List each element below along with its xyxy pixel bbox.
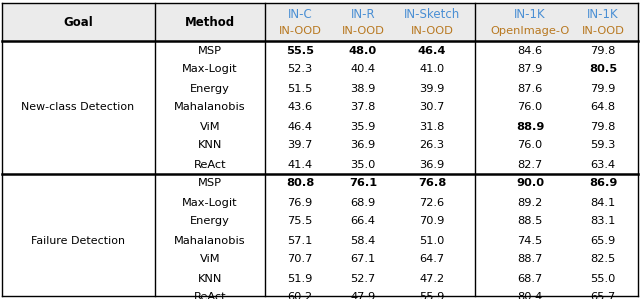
Text: 79.8: 79.8: [590, 121, 616, 132]
Bar: [2, 3, 638, 41]
Text: 82.5: 82.5: [590, 254, 616, 265]
Text: 68.7: 68.7: [517, 274, 543, 283]
Text: 57.1: 57.1: [287, 236, 313, 245]
Text: MSP: MSP: [198, 179, 222, 188]
Text: 88.7: 88.7: [517, 254, 543, 265]
Text: 41.0: 41.0: [419, 65, 445, 74]
Text: IN-OOD: IN-OOD: [582, 26, 625, 36]
Text: 76.8: 76.8: [418, 179, 446, 188]
Text: MSP: MSP: [198, 45, 222, 56]
Text: IN-R: IN-R: [351, 7, 375, 21]
Text: 90.0: 90.0: [516, 179, 544, 188]
Text: 88.9: 88.9: [516, 121, 544, 132]
Text: KNN: KNN: [198, 274, 222, 283]
Text: KNN: KNN: [198, 141, 222, 150]
Text: IN-1K: IN-1K: [587, 7, 619, 21]
Text: 41.4: 41.4: [287, 159, 312, 170]
Text: ReAct: ReAct: [194, 159, 227, 170]
Text: Mahalanobis: Mahalanobis: [174, 236, 246, 245]
Text: 82.7: 82.7: [517, 159, 543, 170]
Text: ViM: ViM: [200, 254, 220, 265]
Text: 39.7: 39.7: [287, 141, 313, 150]
Text: IN-1K: IN-1K: [514, 7, 546, 21]
Text: 64.7: 64.7: [419, 254, 445, 265]
Text: 37.8: 37.8: [350, 103, 376, 112]
Text: 35.0: 35.0: [350, 159, 376, 170]
Text: 76.1: 76.1: [349, 179, 377, 188]
Text: 59.3: 59.3: [590, 141, 616, 150]
Text: 35.9: 35.9: [350, 121, 376, 132]
Text: 76.0: 76.0: [517, 141, 543, 150]
Text: 83.1: 83.1: [590, 216, 616, 227]
Text: ReAct: ReAct: [194, 292, 227, 299]
Text: 55.5: 55.5: [286, 45, 314, 56]
Text: 51.5: 51.5: [287, 83, 313, 94]
Text: 47.9: 47.9: [350, 292, 376, 299]
Text: 51.9: 51.9: [287, 274, 313, 283]
Text: 36.9: 36.9: [350, 141, 376, 150]
Text: 65.9: 65.9: [590, 236, 616, 245]
Text: Goal: Goal: [63, 16, 93, 28]
Text: 40.4: 40.4: [351, 65, 376, 74]
Text: 70.9: 70.9: [419, 216, 445, 227]
Text: 67.1: 67.1: [350, 254, 376, 265]
Text: Mahalanobis: Mahalanobis: [174, 103, 246, 112]
Text: 58.4: 58.4: [350, 236, 376, 245]
Text: Failure Detection: Failure Detection: [31, 236, 125, 245]
Text: Max-Logit: Max-Logit: [182, 198, 238, 208]
Text: 47.2: 47.2: [419, 274, 445, 283]
Text: 39.9: 39.9: [419, 83, 445, 94]
Text: 80.4: 80.4: [517, 292, 543, 299]
Text: 84.6: 84.6: [517, 45, 543, 56]
Text: 75.5: 75.5: [287, 216, 313, 227]
Text: IN-OOD: IN-OOD: [278, 26, 321, 36]
Text: 55.0: 55.0: [590, 274, 616, 283]
Text: 63.4: 63.4: [591, 159, 616, 170]
Text: 46.4: 46.4: [287, 121, 312, 132]
Text: 52.3: 52.3: [287, 65, 312, 74]
Text: OpenImage-O: OpenImage-O: [490, 26, 570, 36]
Text: 65.7: 65.7: [590, 292, 616, 299]
Text: 80.8: 80.8: [286, 179, 314, 188]
Text: 79.8: 79.8: [590, 45, 616, 56]
Text: Max-Logit: Max-Logit: [182, 65, 238, 74]
Text: 86.9: 86.9: [589, 179, 617, 188]
Text: 60.2: 60.2: [287, 292, 312, 299]
Text: 30.7: 30.7: [419, 103, 445, 112]
Text: 76.0: 76.0: [517, 103, 543, 112]
Text: 72.6: 72.6: [419, 198, 445, 208]
Text: 43.6: 43.6: [287, 103, 312, 112]
Text: 52.7: 52.7: [350, 274, 376, 283]
Text: 87.9: 87.9: [517, 65, 543, 74]
Text: 76.9: 76.9: [287, 198, 312, 208]
Text: 38.9: 38.9: [350, 83, 376, 94]
Text: 31.8: 31.8: [419, 121, 445, 132]
Text: Energy: Energy: [190, 83, 230, 94]
Text: 64.8: 64.8: [591, 103, 616, 112]
Text: 66.4: 66.4: [351, 216, 376, 227]
Text: 46.4: 46.4: [418, 45, 446, 56]
Text: 88.5: 88.5: [517, 216, 543, 227]
Text: 70.7: 70.7: [287, 254, 313, 265]
Text: New-class Detection: New-class Detection: [21, 103, 134, 112]
Text: 87.6: 87.6: [517, 83, 543, 94]
Text: 84.1: 84.1: [590, 198, 616, 208]
Text: IN-OOD: IN-OOD: [342, 26, 385, 36]
Text: 36.9: 36.9: [419, 159, 445, 170]
Text: 80.5: 80.5: [589, 65, 617, 74]
Text: IN-C: IN-C: [287, 7, 312, 21]
Text: 26.3: 26.3: [419, 141, 445, 150]
Text: 74.5: 74.5: [517, 236, 543, 245]
Text: Energy: Energy: [190, 216, 230, 227]
Text: IN-Sketch: IN-Sketch: [404, 7, 460, 21]
Text: 55.9: 55.9: [419, 292, 445, 299]
Text: Method: Method: [185, 16, 235, 28]
Text: 89.2: 89.2: [517, 198, 543, 208]
Text: 51.0: 51.0: [419, 236, 445, 245]
Text: 48.0: 48.0: [349, 45, 377, 56]
Text: 79.9: 79.9: [590, 83, 616, 94]
Text: IN-OOD: IN-OOD: [411, 26, 453, 36]
Text: ViM: ViM: [200, 121, 220, 132]
Text: 68.9: 68.9: [350, 198, 376, 208]
